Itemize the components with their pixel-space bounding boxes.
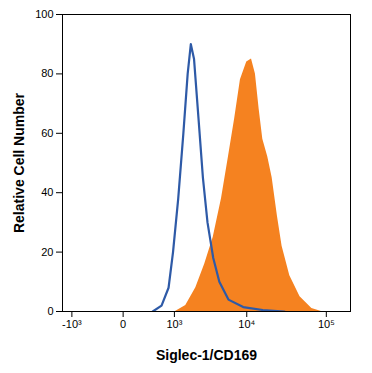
- svg-text:0: 0: [47, 305, 53, 317]
- svg-text:Relative Cell Number: Relative Cell Number: [11, 92, 27, 233]
- svg-text:100: 100: [35, 8, 53, 20]
- svg-text:20: 20: [41, 246, 53, 258]
- svg-text:0: 0: [120, 318, 126, 330]
- svg-text:40: 40: [41, 186, 53, 198]
- svg-text:-10³: -10³: [62, 318, 82, 330]
- svg-text:Siglec-1/CD169: Siglec-1/CD169: [156, 347, 257, 363]
- svg-text:10³: 10³: [166, 318, 182, 330]
- svg-text:60: 60: [41, 127, 53, 139]
- svg-text:10⁴: 10⁴: [238, 318, 255, 330]
- svg-text:80: 80: [41, 67, 53, 79]
- svg-text:10⁵: 10⁵: [318, 318, 335, 330]
